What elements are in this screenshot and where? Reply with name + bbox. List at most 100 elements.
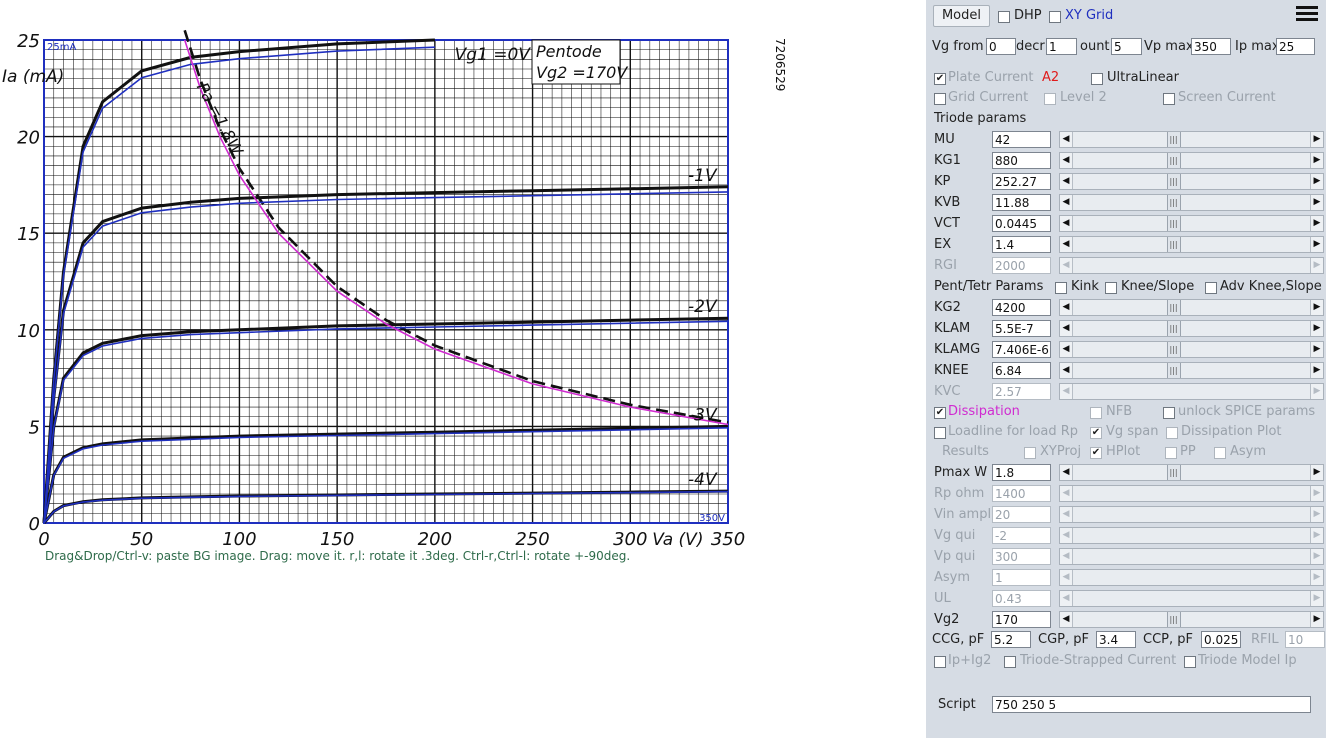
rfil-field[interactable]: 10	[1285, 631, 1325, 648]
plate-current-checkbox[interactable]: ✔	[934, 73, 946, 85]
slider-right-arrow-icon[interactable]: ▶	[1310, 363, 1323, 378]
decr-field[interactable]: 1	[1046, 38, 1077, 55]
slider-right-arrow-icon[interactable]: ▶	[1310, 507, 1323, 522]
kvc-field[interactable]: 2.57	[992, 383, 1051, 400]
kvc-slider[interactable]: ◀ ▶	[1059, 383, 1324, 400]
rp-ohm-field[interactable]: 1400	[992, 485, 1051, 502]
knee-slope-checkbox[interactable]	[1105, 282, 1117, 294]
vg2-field[interactable]: 170	[992, 611, 1051, 628]
slider-left-arrow-icon[interactable]: ◀	[1060, 570, 1073, 585]
knee-slider-thumb[interactable]: |||	[1166, 363, 1181, 378]
klam-slider[interactable]: ◀ ||| ▶	[1059, 320, 1324, 337]
ul-field[interactable]: 0.43	[992, 590, 1051, 607]
klam-slider-thumb[interactable]: |||	[1166, 321, 1181, 336]
rgi-slider[interactable]: ◀ ▶	[1059, 257, 1324, 274]
hplot-checkbox[interactable]: ✔	[1090, 447, 1102, 459]
kg1-field[interactable]: 880	[992, 152, 1051, 169]
kg2-slider[interactable]: ◀ ||| ▶	[1059, 299, 1324, 316]
kg2-field[interactable]: 4200	[992, 299, 1051, 316]
triode-model-ip-checkbox[interactable]	[1184, 656, 1196, 668]
slider-right-arrow-icon[interactable]: ▶	[1310, 132, 1323, 147]
pmax-field[interactable]: 1.8	[992, 464, 1051, 481]
vct-slider[interactable]: ◀ ||| ▶	[1059, 215, 1324, 232]
triode-strapped-checkbox[interactable]	[1004, 656, 1016, 668]
kvb-field[interactable]: 11.88	[992, 194, 1051, 211]
asym-slider[interactable]: ◀ ▶	[1059, 569, 1324, 586]
vp-qui-slider[interactable]: ◀ ▶	[1059, 548, 1324, 565]
asym-checkbox[interactable]	[1214, 447, 1226, 459]
vp-qui-field[interactable]: 300	[992, 548, 1051, 565]
vg-qui-field[interactable]: -2	[992, 527, 1051, 544]
slider-left-arrow-icon[interactable]: ◀	[1060, 195, 1073, 210]
slider-left-arrow-icon[interactable]: ◀	[1060, 300, 1073, 315]
vpmax-field[interactable]: 350	[1191, 38, 1231, 55]
dissipation-checkbox[interactable]: ✔	[934, 407, 946, 419]
plot-area[interactable]: 0 50 100 150 200 250 300 350 0 5 10 15 20 25 Vg1 =0V -…	[0, 0, 926, 738]
slider-right-arrow-icon[interactable]: ▶	[1310, 570, 1323, 585]
slider-right-arrow-icon[interactable]: ▶	[1310, 216, 1323, 231]
mu-slider[interactable]: ◀ ||| ▶	[1059, 131, 1324, 148]
vg-span-checkbox[interactable]: ✔	[1090, 427, 1102, 439]
slider-right-arrow-icon[interactable]: ▶	[1310, 237, 1323, 252]
dhp-checkbox[interactable]	[998, 11, 1010, 23]
vg2-slider-thumb[interactable]: |||	[1166, 612, 1181, 627]
pp-checkbox[interactable]	[1165, 447, 1177, 459]
level2-checkbox[interactable]	[1044, 93, 1056, 105]
slider-left-arrow-icon[interactable]: ◀	[1060, 153, 1073, 168]
knee-slider[interactable]: ◀ ||| ▶	[1059, 362, 1324, 379]
slider-right-arrow-icon[interactable]: ▶	[1310, 153, 1323, 168]
slider-right-arrow-icon[interactable]: ▶	[1310, 549, 1323, 564]
script-field[interactable]: 750 250 5	[992, 696, 1311, 713]
mu-slider-thumb[interactable]: |||	[1166, 132, 1181, 147]
slider-left-arrow-icon[interactable]: ◀	[1060, 486, 1073, 501]
kvb-slider-thumb[interactable]: |||	[1166, 195, 1181, 210]
adv-knee-slope-checkbox[interactable]	[1205, 282, 1217, 294]
slider-right-arrow-icon[interactable]: ▶	[1310, 195, 1323, 210]
klamg-slider[interactable]: ◀ ||| ▶	[1059, 341, 1324, 358]
klamg-slider-thumb[interactable]: |||	[1166, 342, 1181, 357]
vg2-slider[interactable]: ◀ ||| ▶	[1059, 611, 1324, 628]
slider-left-arrow-icon[interactable]: ◀	[1060, 507, 1073, 522]
count-field[interactable]: 5	[1111, 38, 1142, 55]
slider-right-arrow-icon[interactable]: ▶	[1310, 174, 1323, 189]
klamg-field[interactable]: 7.406E-6	[992, 341, 1051, 358]
slider-left-arrow-icon[interactable]: ◀	[1060, 363, 1073, 378]
loadline-checkbox[interactable]	[934, 427, 946, 439]
ipmax-field[interactable]: 25	[1276, 38, 1315, 55]
slider-left-arrow-icon[interactable]: ◀	[1060, 342, 1073, 357]
klam-field[interactable]: 5.5E-7	[992, 320, 1051, 337]
slider-right-arrow-icon[interactable]: ▶	[1310, 591, 1323, 606]
ccg-field[interactable]: 5.2	[991, 631, 1031, 648]
slider-right-arrow-icon[interactable]: ▶	[1310, 321, 1323, 336]
ccp-field[interactable]: 0.025	[1201, 631, 1241, 648]
screen-current-checkbox[interactable]	[1163, 93, 1175, 105]
mu-field[interactable]: 42	[992, 131, 1051, 148]
kink-checkbox[interactable]	[1055, 282, 1067, 294]
plate-curve-chart[interactable]: 0 50 100 150 200 250 300 350 0 5 10 15 20 25 Vg1 =0V -…	[0, 0, 926, 738]
kp-field[interactable]: 252.27	[992, 173, 1051, 190]
kg2-slider-thumb[interactable]: |||	[1166, 300, 1181, 315]
model-button[interactable]: Model	[933, 5, 990, 27]
vg-from-field[interactable]: 0	[986, 38, 1016, 55]
knee-field[interactable]: 6.84	[992, 362, 1051, 379]
rgi-field[interactable]: 2000	[992, 257, 1051, 274]
kp-slider-thumb[interactable]: |||	[1166, 174, 1181, 189]
vin-ampl-slider[interactable]: ◀ ▶	[1059, 506, 1324, 523]
ul-slider[interactable]: ◀ ▶	[1059, 590, 1324, 607]
vct-field[interactable]: 0.0445	[992, 215, 1051, 232]
slider-right-arrow-icon[interactable]: ▶	[1310, 486, 1323, 501]
ip-ig2-checkbox[interactable]	[934, 656, 946, 668]
vg-qui-slider[interactable]: ◀ ▶	[1059, 527, 1324, 544]
ex-slider[interactable]: ◀ ||| ▶	[1059, 236, 1324, 253]
cgp-field[interactable]: 3.4	[1096, 631, 1136, 648]
ultralinear-checkbox[interactable]	[1091, 73, 1103, 85]
slider-left-arrow-icon[interactable]: ◀	[1060, 591, 1073, 606]
slider-left-arrow-icon[interactable]: ◀	[1060, 528, 1073, 543]
kg1-slider[interactable]: ◀ ||| ▶	[1059, 152, 1324, 169]
ex-field[interactable]: 1.4	[992, 236, 1051, 253]
kp-slider[interactable]: ◀ ||| ▶	[1059, 173, 1324, 190]
ex-slider-thumb[interactable]: |||	[1166, 237, 1181, 252]
pmax-slider[interactable]: ◀ ||| ▶	[1059, 464, 1324, 481]
slider-left-arrow-icon[interactable]: ◀	[1060, 237, 1073, 252]
xyproj-checkbox[interactable]	[1024, 447, 1036, 459]
